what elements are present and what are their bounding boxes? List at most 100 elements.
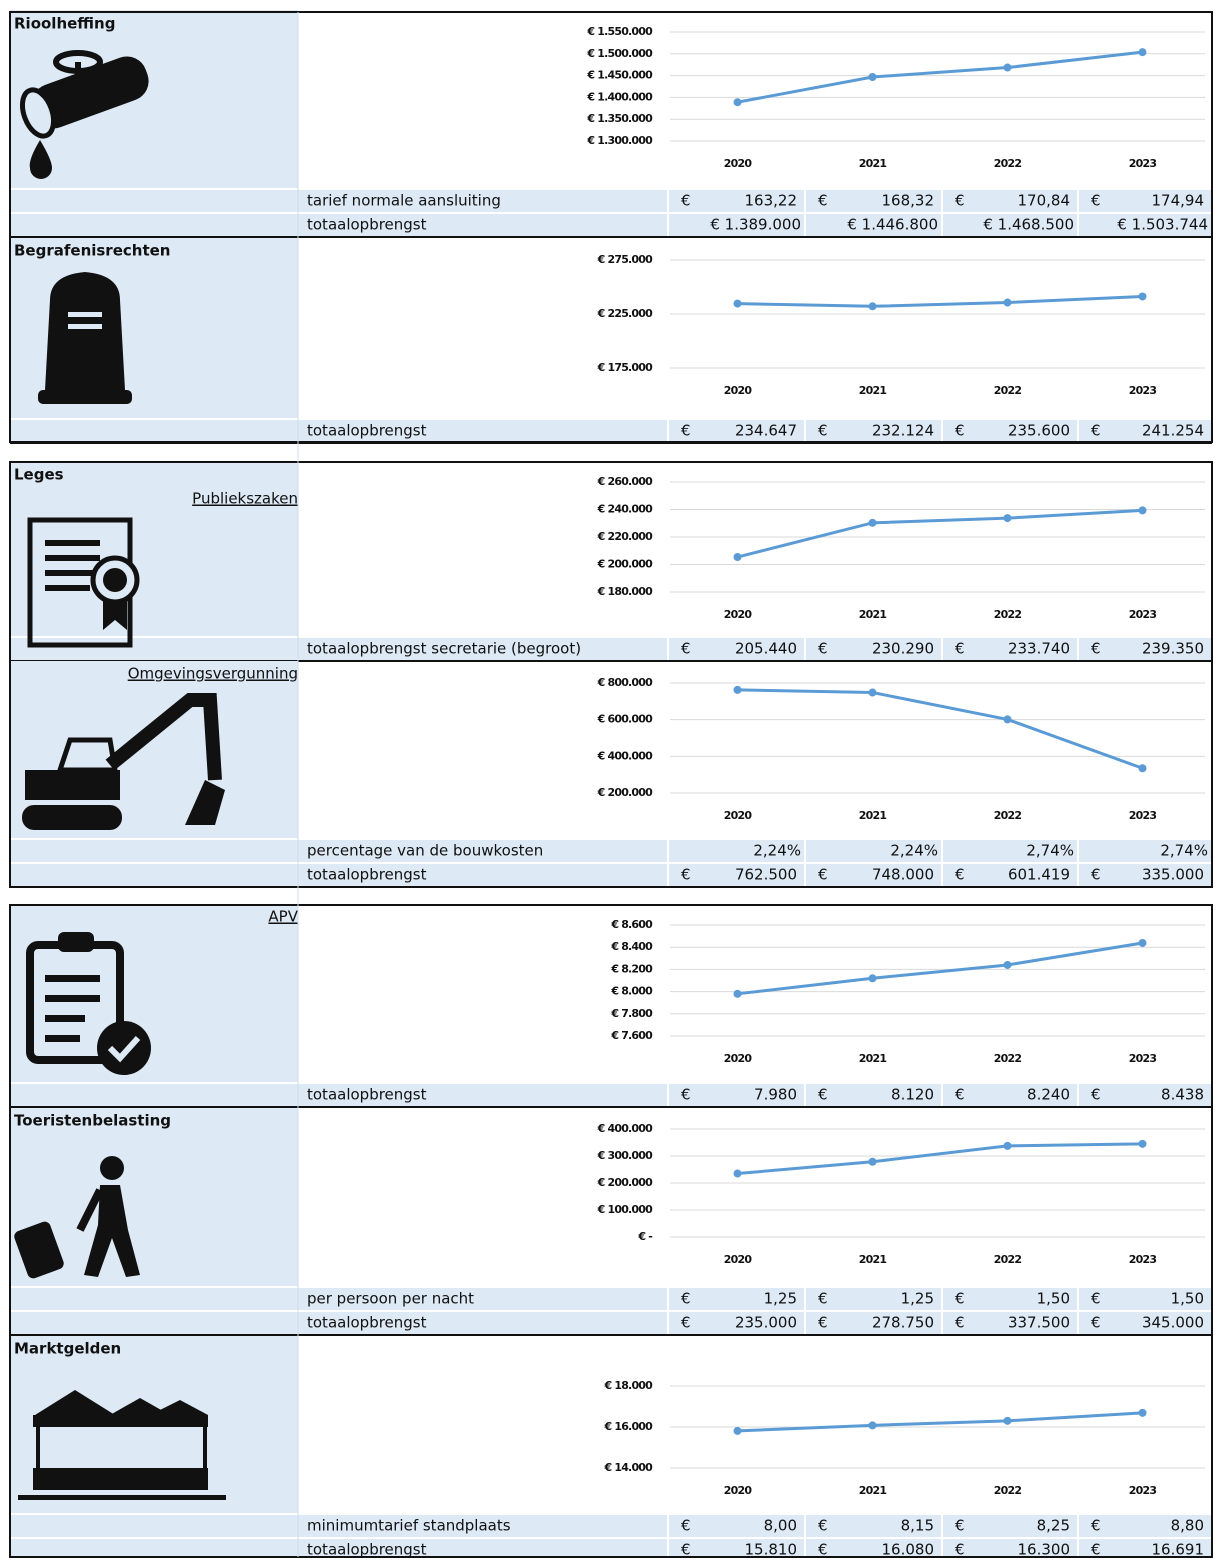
x-tick-label: 2021 xyxy=(859,1484,887,1497)
y-tick-label: € 260.000 xyxy=(597,475,654,488)
currency-symbol: € xyxy=(681,1290,691,1308)
x-tick-label: 2022 xyxy=(994,157,1022,170)
y-tick-label: € 1.350.000 xyxy=(586,112,653,125)
x-tick-label: 2020 xyxy=(724,1484,753,1497)
currency-symbol: € xyxy=(818,1541,828,1558)
cell-value: 8.240 xyxy=(1027,1086,1070,1104)
cell-value: 2,24% xyxy=(753,842,801,860)
x-tick-label: 2021 xyxy=(859,1052,887,1065)
cell-value: 205.440 xyxy=(735,640,797,658)
cell-value: 235.600 xyxy=(1008,422,1070,440)
row-bg xyxy=(10,1539,1212,1558)
y-tick-label: € 1.500.000 xyxy=(586,47,653,60)
chart-area xyxy=(300,1110,1210,1282)
cell-value: 230.290 xyxy=(872,640,934,658)
cell-value: 15.810 xyxy=(745,1541,798,1558)
cell-value: 601.419 xyxy=(1008,866,1070,884)
x-tick-label: 2023 xyxy=(1129,1253,1157,1266)
currency-symbol: € xyxy=(955,640,965,658)
x-tick-label: 2020 xyxy=(724,1253,753,1266)
currency-symbol: € xyxy=(818,1314,828,1332)
cell-value: 2,74% xyxy=(1026,842,1074,860)
row-bg xyxy=(10,1288,1212,1310)
currency-symbol: € xyxy=(818,192,828,210)
point xyxy=(868,974,877,983)
y-tick-label: € 180.000 xyxy=(597,585,654,598)
cell-value: 241.254 xyxy=(1142,422,1204,440)
row-label: minimumtarief standplaats xyxy=(307,1517,511,1535)
y-tick-label: € 7.800 xyxy=(610,1007,653,1020)
x-tick-label: 2021 xyxy=(859,1253,887,1266)
y-tick-label: € 8.600 xyxy=(610,918,653,931)
y-tick-label: € 1.400.000 xyxy=(586,90,653,103)
currency-symbol: € xyxy=(681,1517,691,1535)
cell-value: 1,25 xyxy=(901,1290,934,1308)
row-label: per persoon per nacht xyxy=(307,1290,474,1308)
row-bg xyxy=(10,420,1212,442)
y-tick-label: € 18.000 xyxy=(603,1379,653,1392)
row-label: totaalopbrengst xyxy=(307,866,427,884)
cell-value: 16.691 xyxy=(1152,1541,1205,1558)
box-border xyxy=(9,904,1213,1558)
currency-symbol: € xyxy=(818,1290,828,1308)
y-tick-label: € 8.400 xyxy=(610,940,653,953)
cell-value: 16.080 xyxy=(882,1541,935,1558)
x-tick-label: 2020 xyxy=(724,608,753,621)
line xyxy=(737,941,1143,996)
row-label: totaalopbrengst xyxy=(307,1086,427,1104)
cell-value: 16.300 xyxy=(1018,1541,1071,1558)
pipe-icon xyxy=(19,50,149,179)
x-tick-label: 2022 xyxy=(994,1484,1022,1497)
x-tick-label: 2022 xyxy=(994,384,1022,397)
tombstone-icon xyxy=(38,272,132,404)
currency-symbol: € xyxy=(955,1541,965,1558)
point xyxy=(1003,1416,1012,1425)
x-tick-label: 2020 xyxy=(724,384,753,397)
section-link: Publiekszaken xyxy=(192,490,298,508)
section-title: Leges xyxy=(14,466,64,484)
y-tick-label: € 14.000 xyxy=(603,1461,653,1474)
cell-value: 8,15 xyxy=(901,1517,934,1535)
line xyxy=(737,1142,1143,1176)
point xyxy=(1138,1408,1147,1417)
currency-symbol: € xyxy=(1091,1086,1101,1104)
cell-value: 1,25 xyxy=(764,1290,797,1308)
point xyxy=(868,1157,877,1166)
cell-value: 1,50 xyxy=(1171,1290,1204,1308)
line xyxy=(737,688,1144,770)
point xyxy=(868,302,877,311)
currency-symbol: € xyxy=(818,422,828,440)
cell-value: 163,22 xyxy=(745,192,798,210)
cell-value: 234.647 xyxy=(735,422,797,440)
row-bg xyxy=(10,840,1212,862)
cell-value: 345.000 xyxy=(1142,1314,1204,1332)
x-tick-label: 2022 xyxy=(994,608,1022,621)
x-tick-label: 2021 xyxy=(859,608,887,621)
x-tick-label: 2021 xyxy=(859,809,887,822)
x-tick-label: 2021 xyxy=(859,157,887,170)
cell-value: 8,80 xyxy=(1171,1517,1204,1535)
chart-area xyxy=(300,663,1210,838)
x-tick-label: 2021 xyxy=(859,384,887,397)
y-tick-label: € 200.000 xyxy=(597,786,654,799)
x-tick-label: 2023 xyxy=(1129,384,1157,397)
currency-symbol: € xyxy=(681,192,691,210)
row-bg xyxy=(10,864,1212,886)
row-bg xyxy=(10,1084,1212,1106)
market-icon xyxy=(18,1390,226,1500)
section-title: Begrafenisrechten xyxy=(14,242,170,260)
row-label: tarief normale aansluiting xyxy=(307,192,501,210)
x-tick-label: 2023 xyxy=(1129,809,1157,822)
currency-symbol: € xyxy=(818,1086,828,1104)
x-tick-label: 2023 xyxy=(1129,608,1157,621)
row-label: percentage van de bouwkosten xyxy=(307,842,543,860)
point xyxy=(1003,63,1012,72)
cell-value: 8,25 xyxy=(1037,1517,1070,1535)
row-label: totaalopbrengst xyxy=(307,216,427,234)
section-title: Toeristenbelasting xyxy=(14,1112,171,1130)
icons xyxy=(14,50,226,1500)
currency-symbol: € xyxy=(681,1314,691,1332)
x-tick-label: 2022 xyxy=(994,809,1022,822)
x-tick-label: 2023 xyxy=(1129,1052,1157,1065)
